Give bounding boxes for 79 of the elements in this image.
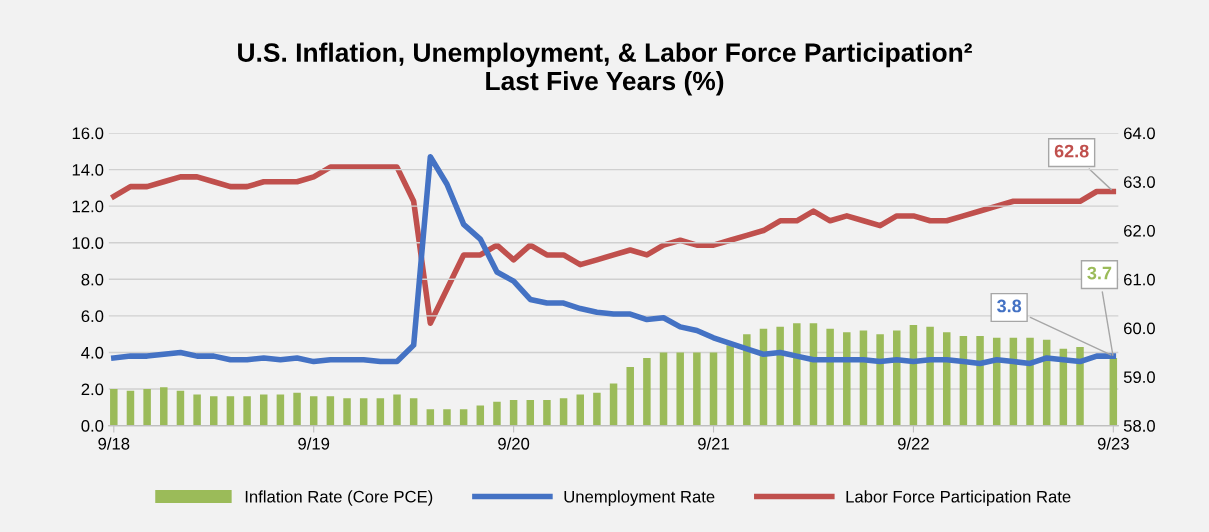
bar xyxy=(676,352,684,426)
bar xyxy=(459,409,468,426)
y-tick-label: 10.0 xyxy=(72,237,104,249)
legend-label: Labor Force Participation Rate xyxy=(846,490,1071,506)
bar xyxy=(143,389,151,426)
bar xyxy=(393,394,401,426)
bar xyxy=(426,409,435,426)
bar xyxy=(293,392,301,426)
bar xyxy=(276,394,285,426)
bar xyxy=(243,396,251,426)
bar xyxy=(160,387,168,426)
y-tick-label: 16.0 xyxy=(72,127,104,140)
bar xyxy=(359,398,368,426)
x-tick-label: 9/20 xyxy=(498,437,530,450)
bar xyxy=(259,394,268,426)
legend-label: Unemployment Rate xyxy=(564,490,715,506)
bar xyxy=(376,398,385,426)
bar xyxy=(409,398,418,426)
bar xyxy=(559,398,568,426)
y2-tick-label: 61.0 xyxy=(1124,273,1155,286)
bar xyxy=(693,352,701,426)
bar xyxy=(593,392,601,426)
y2-tick-label: 62.0 xyxy=(1124,224,1155,237)
data-label: 3.7 xyxy=(1087,266,1112,280)
y-tick-label: 0.0 xyxy=(81,420,104,432)
bar xyxy=(193,394,201,426)
y-tick-label: 14.0 xyxy=(72,163,104,176)
bar xyxy=(976,335,984,426)
y2-tick-label: 64.0 xyxy=(1124,127,1155,140)
y-tick-label: 2.0 xyxy=(81,383,104,396)
legend-label: Inflation Rate (Core PCE) xyxy=(245,490,433,506)
bar xyxy=(110,389,118,426)
bar xyxy=(626,367,634,426)
x-tick-label: 9/19 xyxy=(298,437,330,450)
bar xyxy=(226,396,235,426)
bar xyxy=(893,330,901,426)
x-tick-label: 9/23 xyxy=(1097,437,1129,450)
bar xyxy=(476,405,485,426)
bar xyxy=(210,396,218,426)
x-tick-label: 9/18 xyxy=(98,437,130,450)
x-tick-label: 9/22 xyxy=(897,437,929,450)
bar xyxy=(1076,346,1084,426)
bar xyxy=(526,400,535,426)
y-tick-label: 4.0 xyxy=(81,346,104,359)
bar xyxy=(576,394,584,426)
bar xyxy=(726,345,734,426)
chart-title: U.S. Inflation, Unemployment, & Labor Force Participation² Last Five Years (%) xyxy=(238,42,972,96)
bar xyxy=(843,332,851,426)
y-tick-label: 12.0 xyxy=(72,200,104,213)
bar xyxy=(493,401,501,426)
bar xyxy=(926,326,934,426)
bar xyxy=(343,398,351,426)
y2-tick-label: 59.0 xyxy=(1123,371,1155,384)
y-tick-label: 6.0 xyxy=(81,310,104,323)
bar xyxy=(659,352,668,426)
x-tick-label: 9/21 xyxy=(698,437,729,450)
bar xyxy=(326,396,335,426)
data-label: 3.8 xyxy=(997,299,1022,313)
y2-tick-label: 58.0 xyxy=(1123,420,1155,432)
bar xyxy=(743,334,751,426)
bar xyxy=(543,400,551,426)
bar xyxy=(1026,337,1034,426)
bar xyxy=(826,328,834,426)
y-tick-label: 8.0 xyxy=(81,273,104,286)
bar xyxy=(876,334,884,426)
bar xyxy=(126,390,135,426)
data-label: 62.8 xyxy=(1054,144,1089,158)
bar xyxy=(309,396,318,426)
bar xyxy=(643,357,651,426)
bar xyxy=(176,390,185,426)
bar xyxy=(509,400,518,426)
bar xyxy=(709,352,718,426)
bar xyxy=(776,326,784,426)
bar xyxy=(609,383,618,426)
y2-tick-label: 60.0 xyxy=(1124,322,1155,335)
bar xyxy=(443,409,451,426)
bar xyxy=(1109,357,1118,426)
y2-tick-label: 63.0 xyxy=(1124,176,1155,188)
bar xyxy=(793,323,801,426)
